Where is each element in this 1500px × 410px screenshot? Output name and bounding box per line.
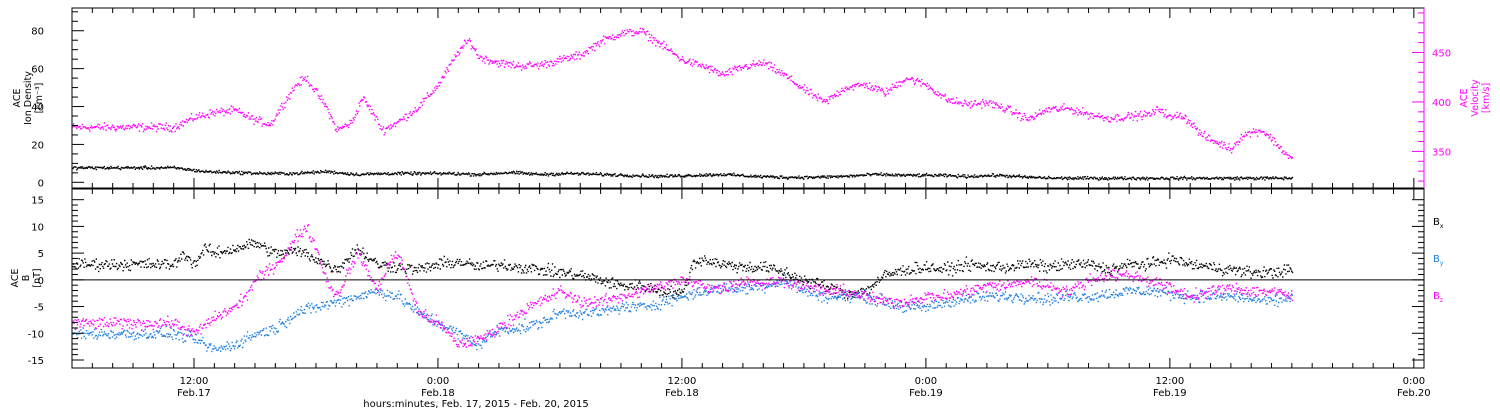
bottom-panel-frame <box>71 188 1425 369</box>
bottom-tick-label: 10 <box>31 222 44 233</box>
top-right-tick-label: 450 <box>1432 49 1451 60</box>
bottom-ylabel-line: B <box>21 275 32 282</box>
top-left-ylabel: ACE Ion Density [cm⁻³] <box>12 71 45 125</box>
bottom-tick-label: -5 <box>34 303 44 314</box>
top-right-tick-label: 350 <box>1432 147 1451 158</box>
bottom-tick-label: 15 <box>31 196 44 207</box>
x-tick-label-date: Feb.17 <box>177 388 211 399</box>
top-left-tick-label: 20 <box>31 140 44 151</box>
x-axis-title: hours:minutes, Feb. 17, 2015 - Feb. 20, … <box>363 399 588 410</box>
legend-subscript: y <box>1440 260 1444 267</box>
x-tick-label-time: 12:00 <box>668 376 697 387</box>
density-series <box>72 165 1294 181</box>
legend-y: By <box>1433 254 1444 267</box>
x-tick-label-time: 0:00 <box>915 376 937 387</box>
top-right-tick-label: 400 <box>1432 98 1451 109</box>
x-tick-label-date: Feb.19 <box>909 388 943 399</box>
x-tick-label-date: Feb.19 <box>1153 388 1187 399</box>
top-left-ylabel-line: Ion Density <box>23 71 34 125</box>
legend-subscript: z <box>1440 297 1443 304</box>
bz-series <box>72 224 1294 348</box>
top-right-ylabel-line: [km/s] <box>1481 83 1492 113</box>
bx-series <box>72 238 1294 300</box>
top-right-ylabel-line: Velocity <box>1470 79 1481 117</box>
top-left-tick-label: 0 <box>38 178 44 189</box>
legend-subscript: x <box>1440 223 1444 230</box>
x-tick-label-date: Feb.18 <box>421 388 455 399</box>
bottom-tick-label: 5 <box>38 249 44 260</box>
axes-layer: 020406080350400450-15-10-505101512:00Feb… <box>10 7 1492 399</box>
top-left-ylabel-line: [cm⁻³] <box>34 83 45 114</box>
x-tick-label-time: 0:00 <box>427 376 449 387</box>
x-tick-label-time: 12:00 <box>1155 376 1184 387</box>
bottom-ylabel: ACE B [nT] <box>10 268 43 287</box>
bottom-ylabel-line: [nT] <box>32 268 43 287</box>
by-series <box>72 274 1294 353</box>
bottom-tick-label: -15 <box>28 356 44 367</box>
bottom-tick-label: -10 <box>28 329 44 340</box>
top-right-ylabel-line: ACE <box>1459 89 1470 108</box>
velocity-series <box>72 27 1294 160</box>
x-tick-label-date: Feb.20 <box>1397 388 1431 399</box>
x-tick-label-date: Feb.18 <box>665 388 699 399</box>
legend-x: Bx <box>1433 217 1444 230</box>
top-left-ylabel-line: ACE <box>12 89 23 108</box>
bottom-ylabel-line: ACE <box>10 269 21 288</box>
top-panel-frame <box>71 7 1425 189</box>
x-tick-label-time: 0:00 <box>1403 376 1425 387</box>
top-left-tick-label: 80 <box>31 27 44 38</box>
top-left-tick-label: 60 <box>31 65 44 76</box>
legend-z: Bz <box>1433 291 1443 304</box>
top-right-ylabel: ACE Velocity [km/s] <box>1459 79 1492 117</box>
top-panel-data <box>72 27 1294 181</box>
bottom-panel-data <box>72 224 1294 353</box>
x-tick-label-time: 12:00 <box>180 376 209 387</box>
bottom-tick-label: 0 <box>38 276 44 287</box>
top-left-tick-label: 40 <box>31 103 44 114</box>
